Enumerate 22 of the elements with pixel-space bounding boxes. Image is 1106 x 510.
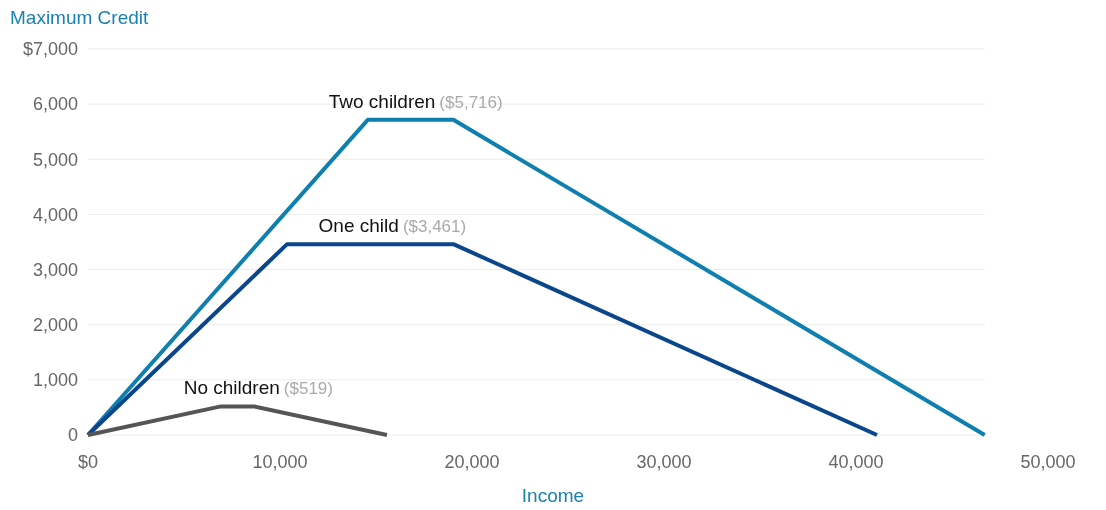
x-tick-label: 50,000 — [1020, 452, 1076, 472]
x-tick-label: 40,000 — [828, 452, 884, 472]
y-tick-label: 5,000 — [32, 149, 78, 170]
y-tick-label: 0 — [67, 425, 78, 446]
series-label: No children — [183, 377, 280, 399]
annotation: ($519) — [283, 379, 333, 399]
annotation: ($5,716) — [439, 92, 503, 112]
y-tick-label: $7,000 — [22, 39, 78, 60]
series-label: Two children — [328, 90, 436, 112]
series-label: One child — [318, 215, 399, 237]
y-axis-title: Maximum Credit — [10, 7, 150, 28]
y-tick-label: 4,000 — [32, 204, 78, 225]
y-tick-label: 6,000 — [32, 94, 78, 115]
x-tick-label: 30,000 — [636, 452, 692, 472]
x-tick-label: 20,000 — [444, 452, 500, 472]
y-tick-label: 2,000 — [32, 315, 78, 336]
y-tick-label: 1,000 — [32, 370, 78, 391]
x-tick-label: 10,000 — [252, 452, 308, 472]
x-axis-title: Income — [521, 485, 585, 506]
annotation: ($3,461) — [402, 217, 467, 237]
x-tick-label: $0 — [77, 452, 99, 472]
y-tick-label: 3,000 — [32, 259, 78, 280]
